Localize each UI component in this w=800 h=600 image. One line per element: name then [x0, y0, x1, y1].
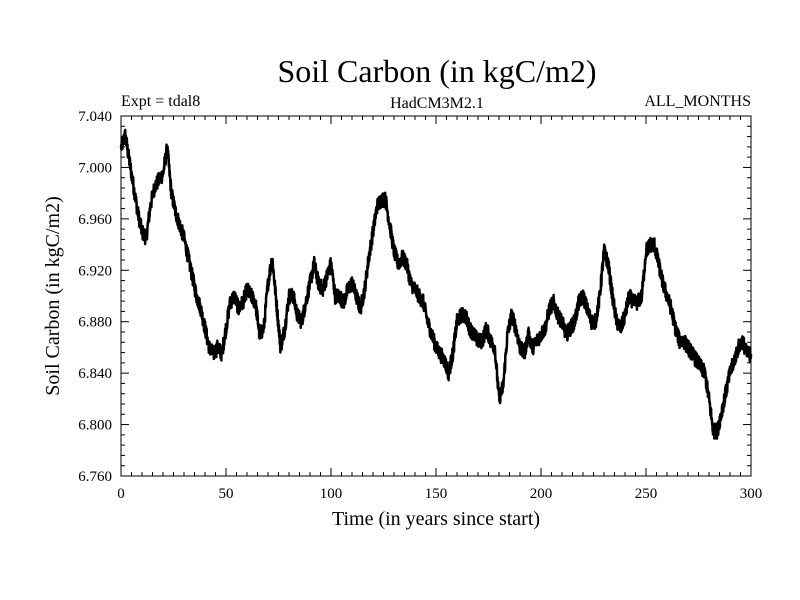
y-tick-label: 6.800 [78, 418, 112, 434]
axis-ticks [120, 115, 752, 477]
y-tick-label: 6.760 [78, 469, 112, 485]
y-tick-label: 6.840 [78, 366, 112, 382]
subtitle-model: HadCM3M2.1 [390, 95, 484, 112]
series-line-soil-carbon [119, 128, 753, 440]
y-tick-label: 7.040 [78, 109, 112, 125]
y-tick-label: 6.880 [78, 315, 112, 331]
y-tick-labels: 6.760 6.800 6.840 6.880 6.920 6.960 7.000 7.040 [78, 109, 112, 485]
x-tick-label: 0 [117, 486, 125, 502]
chart-title: Soil Carbon (in kgC/m2) [277, 53, 596, 89]
x-tick-label: 150 [425, 486, 448, 502]
y-tick-label: 7.000 [78, 160, 112, 176]
subtitle-expt: Expt = tdal8 [121, 93, 200, 110]
subtitle-months: ALL_MONTHS [644, 93, 751, 110]
x-tick-label: 200 [530, 486, 553, 502]
x-tick-label: 250 [635, 486, 658, 502]
y-axis-label: Soil Carbon (in kgC/m2) [42, 196, 64, 395]
x-tick-label: 50 [219, 486, 234, 502]
y-tick-label: 6.920 [78, 263, 112, 279]
y-tick-label: 6.960 [78, 212, 112, 228]
x-axis-label: Time (in years since start) [332, 508, 540, 530]
x-tick-labels: 0 50 100 150 200 250 300 [117, 486, 762, 502]
x-tick-label: 300 [740, 486, 763, 502]
plot-frame [120, 115, 752, 477]
x-tick-label: 100 [320, 486, 343, 502]
